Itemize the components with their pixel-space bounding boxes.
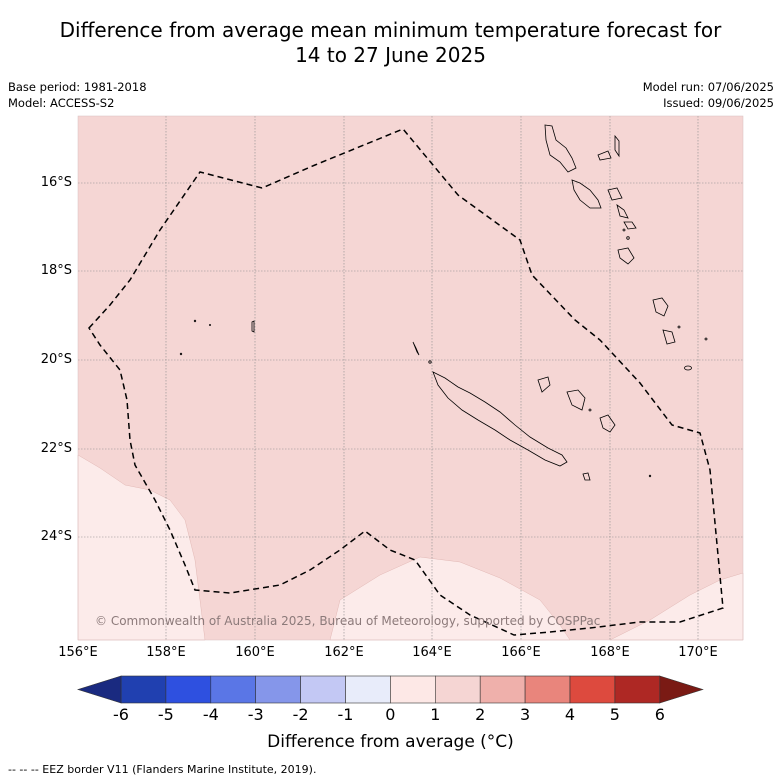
colorbar-tick-label: 1 (430, 705, 441, 724)
vanuatu-coastline (544, 124, 637, 265)
colorbar-segment (345, 675, 391, 704)
colorbar (76, 675, 704, 704)
eastern-islands-coastline (648, 297, 708, 478)
title-line-1: Difference from average mean minimum tem… (59, 18, 722, 42)
lon-label-164e: 164°E (412, 645, 452, 660)
lon-label-166e: 166°E (501, 645, 541, 660)
lon-label-162e: 162°E (324, 645, 364, 660)
lon-label-170e: 170°E (678, 645, 718, 660)
colorbar-label: Difference from average (°C) (267, 732, 514, 752)
new-caledonia-coastline (412, 341, 616, 481)
title-line-2: 14 to 27 June 2025 (295, 43, 486, 67)
lon-label-156e: 156°E (58, 645, 98, 660)
colorbar-segment (614, 675, 661, 704)
meta-right: Model run: 07/06/2025 Issued: 09/06/2025 (643, 79, 774, 111)
colorbar-segment (300, 675, 346, 704)
lat-label-18s: 18°S (40, 263, 72, 278)
graticule (78, 116, 743, 640)
colorbar-tick-label: 4 (564, 705, 576, 724)
colorbar-segment (210, 675, 257, 704)
colorbar-tick-label: -3 (247, 705, 264, 724)
lon-label-168e: 168°E (590, 645, 630, 660)
lat-label-24s: 24°S (40, 529, 72, 544)
model-run: Model run: 07/06/2025 (642, 80, 774, 94)
eez-border (88, 128, 724, 636)
issued-date: Issued: 09/06/2025 (663, 96, 774, 110)
chart-title: Difference from average mean minimum tem… (0, 18, 781, 68)
lon-label-160e: 160°E (235, 645, 275, 660)
copyright-notice: © Commonwealth of Australia 2025, Bureau… (95, 614, 601, 628)
colorbar-tick-label: 3 (520, 705, 531, 724)
colorbar-tick-label: -1 (337, 705, 354, 724)
lat-label-22s: 22°S (40, 441, 72, 456)
colorbar-segment (390, 675, 436, 704)
model-name: Model: ACCESS-S2 (8, 96, 115, 110)
colorbar-tick-label: 5 (609, 705, 620, 724)
chesterfield-islands (179, 319, 255, 356)
colorbar-segment (479, 675, 526, 704)
colorbar-tick-label: -6 (113, 705, 129, 724)
colorbar-tick-label: -5 (157, 705, 174, 724)
colorbar-segment (569, 675, 616, 704)
meta-left: Base period: 1981-2018 Model: ACCESS-S2 (8, 79, 147, 111)
colorbar-segment (165, 675, 212, 704)
colorbar-segment (255, 675, 301, 704)
lat-label-16s: 16°S (40, 175, 72, 190)
colorbar-tick-label: 0 (385, 705, 396, 724)
lon-label-158e: 158°E (146, 645, 186, 660)
lat-label-20s: 20°S (40, 352, 72, 367)
colorbar-segment (120, 675, 167, 704)
colorbar-tick-label: -4 (202, 705, 219, 724)
colorbar-tick-label: 6 (654, 705, 665, 724)
footer-note: -- -- -- EEZ border V11 (Flanders Marine… (8, 763, 317, 776)
colorbar-tick-label: -2 (292, 705, 309, 724)
colorbar-segment (434, 675, 481, 704)
colorbar-segment (524, 675, 571, 704)
colorbar-under-arrow (76, 675, 122, 704)
anomaly-region-0-to-1-south (329, 556, 571, 641)
colorbar-over-arrow (659, 675, 704, 704)
colorbar-tick-label: 2 (475, 705, 486, 724)
map-frame (77, 115, 744, 641)
base-period: Base period: 1981-2018 (8, 80, 147, 94)
